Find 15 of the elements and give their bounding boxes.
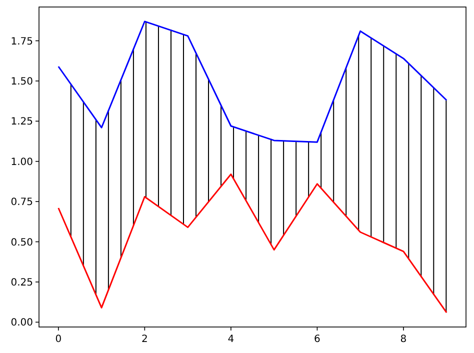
x-tick-label: 8 — [400, 334, 407, 345]
y-tick-label: 0.75 — [10, 197, 33, 208]
y-tick-label: 1.50 — [10, 76, 33, 88]
line-series — [58, 20, 448, 143]
x-tick-label: 4 — [228, 334, 234, 345]
x-tick-label: 0 — [55, 334, 62, 345]
line-series — [58, 173, 448, 314]
y-tick-label: 1.00 — [10, 156, 33, 168]
x-tick-label: 6 — [314, 334, 320, 345]
x-tick-label: 2 — [141, 334, 148, 345]
y-tick-label: 0.25 — [10, 277, 33, 288]
y-tick-label: 0.50 — [10, 237, 33, 248]
y-tick-label: 0.00 — [10, 318, 33, 329]
y-tick-label: 1.25 — [10, 116, 33, 128]
y-tick-label: 1.75 — [10, 36, 33, 48]
